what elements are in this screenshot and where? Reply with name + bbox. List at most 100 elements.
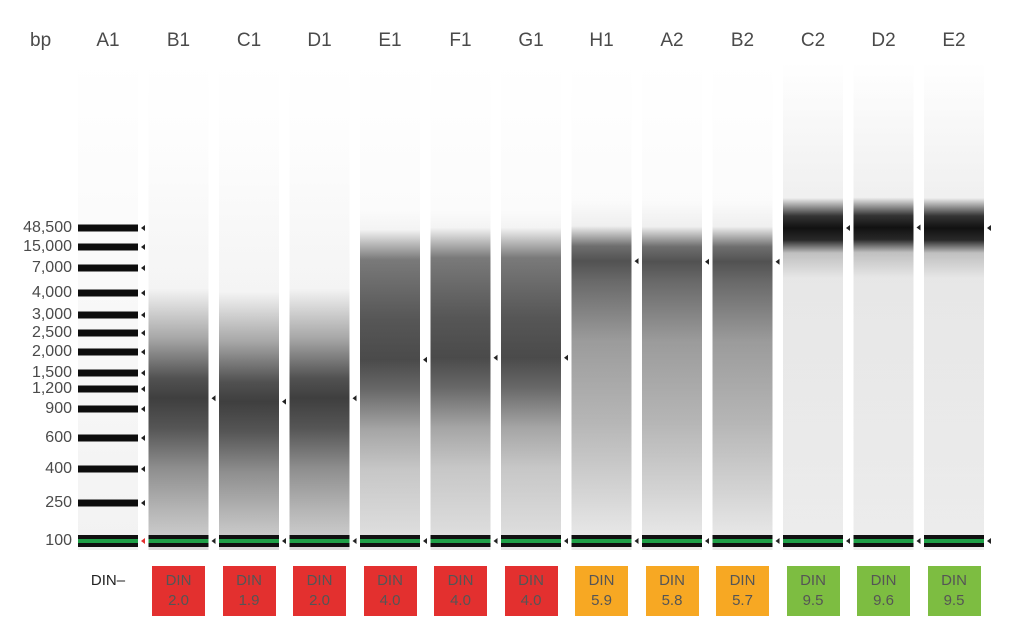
lower-marker-line bbox=[853, 539, 914, 543]
lower-marker-line bbox=[360, 539, 420, 543]
ladder-band-15000 bbox=[78, 243, 138, 251]
din-box-a1: DIN– bbox=[78, 566, 138, 591]
marker-arrow-icon bbox=[775, 538, 780, 544]
marker-arrow-icon bbox=[423, 538, 427, 544]
din-label: DIN bbox=[870, 572, 897, 589]
marker-arrow-icon bbox=[211, 538, 216, 544]
lane-a1 bbox=[78, 60, 145, 550]
ladder-band-3000 bbox=[78, 311, 138, 319]
din-label: DIN bbox=[447, 572, 474, 589]
sample-smear bbox=[783, 60, 843, 550]
peak-marker-icon bbox=[564, 354, 568, 361]
din-label: DIN bbox=[800, 572, 826, 589]
lower-marker-line bbox=[712, 539, 773, 543]
lower-marker-line bbox=[501, 539, 561, 543]
din-label: DIN bbox=[588, 572, 615, 589]
ladder-tick bbox=[141, 265, 145, 271]
ladder-label-15000: 15,000 bbox=[23, 238, 72, 255]
ladder-tick bbox=[141, 370, 145, 376]
din-label: DIN bbox=[729, 572, 756, 589]
ladder-label-2500: 2,500 bbox=[31, 324, 72, 341]
peak-marker-icon bbox=[493, 354, 498, 361]
ladder-tick bbox=[141, 538, 145, 544]
ladder-label-3000: 3,000 bbox=[31, 306, 72, 323]
lane-label-d2: D2 bbox=[871, 30, 896, 51]
ladder-tick bbox=[141, 466, 145, 472]
din-label: DIN bbox=[236, 572, 262, 589]
din-box-f1: DIN 4.0 bbox=[434, 566, 487, 616]
peak-marker-icon bbox=[211, 395, 216, 402]
din-box-e1: DIN 4.0 bbox=[363, 566, 417, 616]
peak-marker-icon bbox=[352, 395, 357, 402]
lower-marker-line bbox=[642, 539, 702, 543]
marker-arrow-icon bbox=[916, 538, 921, 544]
din-value: 5.9 bbox=[591, 592, 612, 609]
lane-label-g1: G1 bbox=[518, 30, 544, 51]
ladder-band-2000 bbox=[78, 348, 138, 356]
lane-label-f1: F1 bbox=[449, 30, 472, 51]
din-value: 5.8 bbox=[661, 592, 683, 609]
din-value: 4.0 bbox=[450, 592, 471, 609]
ladder-tick bbox=[141, 435, 145, 441]
peak-marker-icon bbox=[634, 258, 639, 265]
ladder-band-250 bbox=[78, 499, 138, 507]
marker-arrow-icon bbox=[564, 538, 568, 544]
din-value: 9.6 bbox=[873, 592, 894, 609]
sample-smear bbox=[360, 60, 420, 550]
ladder-band-7000 bbox=[78, 264, 138, 272]
ladder-band-400 bbox=[78, 465, 138, 473]
din-box-c1: DIN 1.9 bbox=[222, 566, 276, 616]
marker-arrow-icon bbox=[846, 538, 850, 544]
din-label: DIN bbox=[659, 572, 685, 589]
ladder-label-100: 100 bbox=[45, 532, 72, 549]
marker-arrow-icon bbox=[352, 538, 357, 544]
peak-marker-icon bbox=[705, 258, 709, 265]
peak-marker-icon bbox=[987, 225, 991, 231]
sample-smear bbox=[571, 60, 632, 550]
din-label: DIN bbox=[941, 572, 967, 589]
ladder-band-4000 bbox=[78, 289, 138, 297]
din-box-b1: DIN 2.0 bbox=[152, 566, 205, 616]
ladder-band-1500 bbox=[78, 369, 138, 377]
ladder-tick bbox=[141, 312, 145, 318]
ladder-label-7000: 7,000 bbox=[31, 259, 72, 276]
sample-smear bbox=[219, 60, 279, 550]
lower-marker-line bbox=[571, 539, 632, 543]
din-box-g1: DIN 4.0 bbox=[504, 566, 558, 616]
din-label: DIN bbox=[377, 572, 403, 589]
bp-axis-header: bp bbox=[30, 30, 52, 51]
lane-c2 bbox=[783, 60, 850, 550]
lower-marker-line bbox=[289, 539, 350, 543]
ladder-band-900 bbox=[78, 405, 138, 413]
lane-e2 bbox=[924, 60, 991, 550]
lane-background bbox=[78, 60, 138, 550]
ladder-tick bbox=[141, 225, 145, 231]
marker-arrow-icon bbox=[634, 538, 639, 544]
sample-smear bbox=[712, 60, 773, 550]
ladder-tick bbox=[141, 386, 145, 392]
ladder-tick bbox=[141, 349, 145, 355]
din-label: DIN bbox=[90, 572, 117, 589]
lane-c1 bbox=[219, 60, 286, 550]
ladder-label-48500: 48,500 bbox=[23, 219, 72, 236]
din-box-e2: DIN 9.5 bbox=[927, 566, 981, 616]
lane-label-b2: B2 bbox=[730, 30, 755, 51]
peak-marker-icon bbox=[423, 356, 427, 363]
ladder-label-400: 400 bbox=[45, 460, 72, 477]
marker-arrow-icon bbox=[493, 538, 498, 544]
ladder-tick bbox=[141, 330, 145, 336]
lane-label-d1: D1 bbox=[307, 30, 332, 51]
lane-label-a1: A1 bbox=[96, 30, 120, 51]
lower-marker-line bbox=[924, 539, 984, 543]
din-value: 4.0 bbox=[379, 592, 401, 609]
ladder-label-900: 900 bbox=[45, 400, 72, 417]
peak-marker-icon bbox=[916, 224, 921, 231]
din-value: – bbox=[116, 572, 126, 589]
lane-b1 bbox=[148, 60, 216, 550]
lane-label-e1: E1 bbox=[378, 30, 402, 51]
peak-marker-icon bbox=[282, 398, 286, 405]
din-box-d2: DIN 9.6 bbox=[857, 566, 910, 616]
din-value: 1.9 bbox=[238, 592, 260, 609]
din-label: DIN bbox=[165, 572, 192, 589]
din-label: DIN bbox=[518, 572, 544, 589]
